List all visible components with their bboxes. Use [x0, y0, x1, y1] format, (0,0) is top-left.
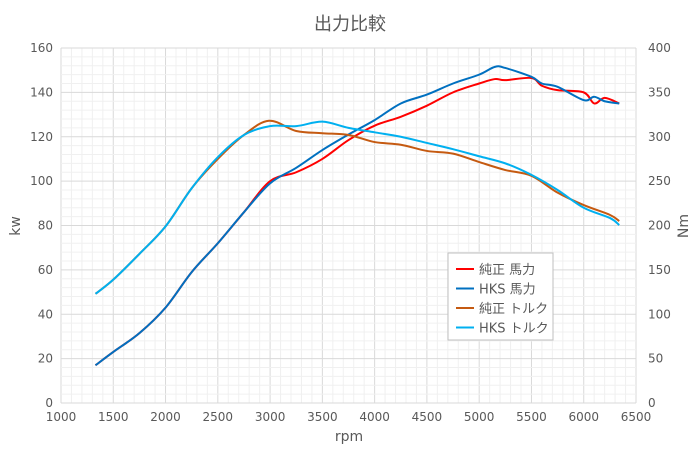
x-tick-label: 2000 — [150, 410, 181, 424]
legend-box — [447, 252, 554, 341]
y2-tick-label: 400 — [648, 41, 671, 55]
x-tick-label: 6000 — [568, 410, 599, 424]
legend-label: 純正 トルク — [479, 302, 548, 317]
y-tick-label: 80 — [38, 219, 53, 233]
x-tick-label: 5500 — [516, 410, 547, 424]
y-tick-label: 40 — [38, 307, 53, 321]
x-tick-label: 3500 — [307, 410, 338, 424]
y2-tick-label: 50 — [648, 352, 663, 366]
x-tick-label: 3000 — [255, 410, 286, 424]
y2-tick-label: 150 — [648, 263, 671, 277]
x-tick-label: 6500 — [621, 410, 652, 424]
y-tick-label: 100 — [30, 174, 53, 188]
y2-tick-label: 250 — [648, 174, 671, 188]
y-tick-label: 60 — [38, 263, 53, 277]
series-line — [94, 120, 620, 295]
y2-tick-label: 350 — [648, 85, 671, 99]
chart-title: 出力比較 — [314, 14, 386, 35]
tick-labels: 1000 1500 2000 2500 3000 3500 4000 4500 5000 5500… — [30, 41, 671, 424]
x-tick-label: 1000 — [46, 410, 77, 424]
y-tick-label: 0 — [45, 396, 53, 410]
x-tick-label: 4000 — [359, 410, 390, 424]
legend-label: HKS トルク — [479, 322, 549, 337]
series-lines — [94, 65, 620, 367]
y2-tick-label: 300 — [648, 130, 671, 144]
y-tick-label: 140 — [30, 85, 53, 99]
x-tick-label: 4500 — [412, 410, 443, 424]
y2-tick-label: 200 — [648, 219, 671, 233]
y-tick-label: 120 — [30, 130, 53, 144]
grid — [60, 47, 637, 404]
x-axis-label: rpm — [335, 429, 363, 445]
legend-label: HKS 馬力 — [479, 283, 536, 298]
x-tick-label: 5000 — [464, 410, 495, 424]
legend-label: 純正 馬力 — [479, 263, 535, 278]
y-tick-label: 160 — [30, 41, 53, 55]
y-tick-label: 20 — [38, 352, 53, 366]
y2-tick-label: 0 — [648, 396, 656, 410]
x-tick-label: 1500 — [98, 410, 129, 424]
series-line — [94, 65, 620, 367]
y-axis-label: kw — [8, 216, 24, 236]
y2-axis-label: Nm — [676, 214, 692, 238]
x-tick-label: 2500 — [203, 410, 234, 424]
y2-tick-label: 100 — [648, 307, 671, 321]
